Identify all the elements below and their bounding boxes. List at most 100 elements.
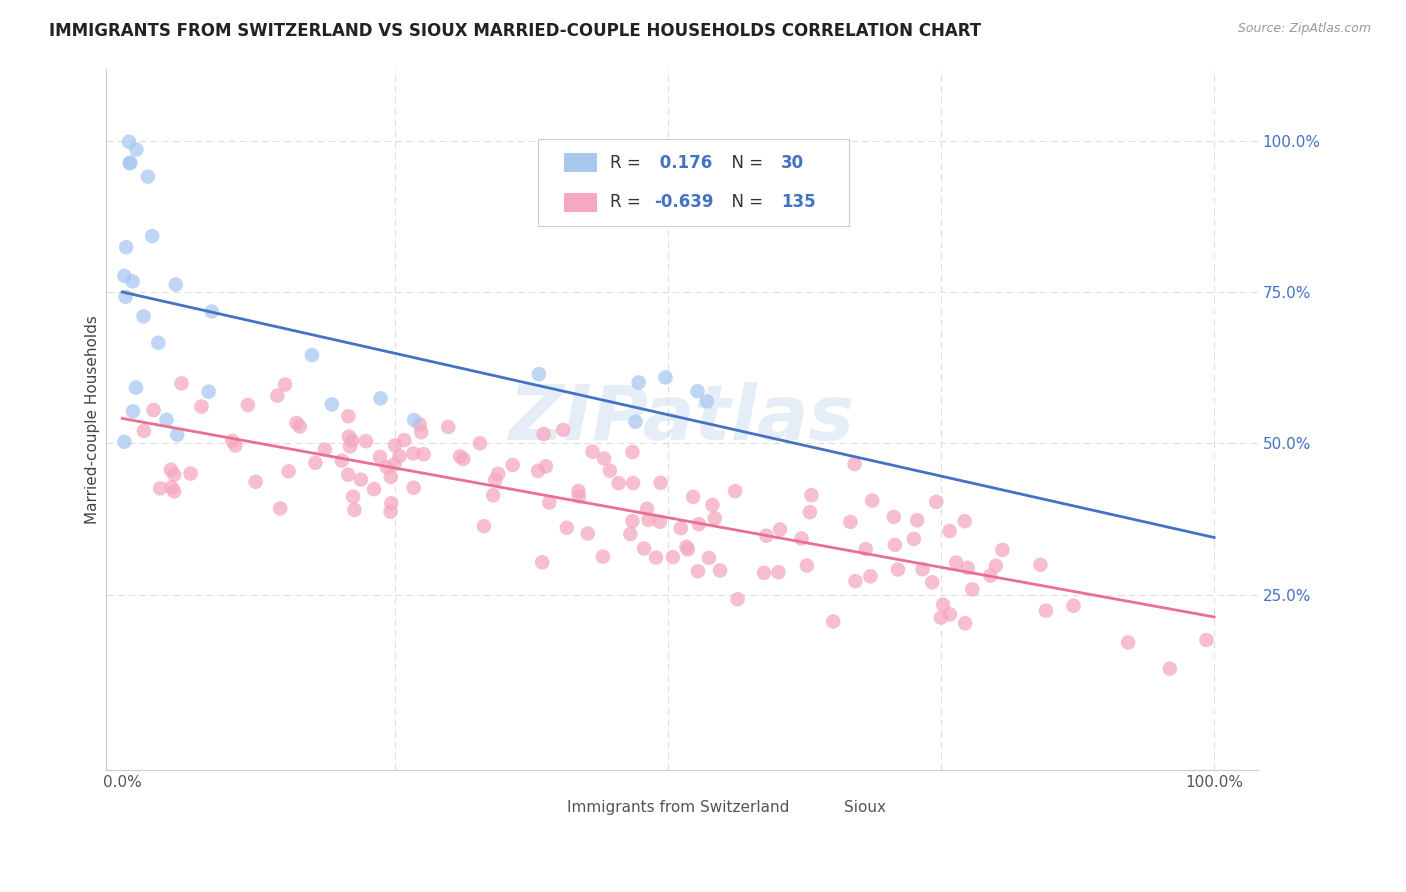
Point xyxy=(163,484,186,499)
Point xyxy=(115,240,138,254)
Point xyxy=(201,304,224,318)
Point xyxy=(160,480,183,494)
Point xyxy=(627,376,650,390)
Point xyxy=(484,473,506,487)
Point xyxy=(581,444,603,458)
Point xyxy=(285,416,308,430)
Point xyxy=(221,434,243,448)
Point xyxy=(148,335,170,350)
Point xyxy=(991,543,1014,558)
Text: Immigrants from Switzerland: Immigrants from Switzerland xyxy=(568,800,790,815)
Point xyxy=(472,519,495,533)
Point xyxy=(636,501,658,516)
Point xyxy=(592,549,614,564)
Point xyxy=(166,427,188,442)
Point xyxy=(624,415,647,429)
Point xyxy=(1195,633,1218,648)
Point xyxy=(155,413,177,427)
Point xyxy=(1159,662,1181,676)
Point xyxy=(468,436,491,450)
Point xyxy=(884,538,907,552)
Point xyxy=(682,490,704,504)
Point xyxy=(839,515,862,529)
Text: IMMIGRANTS FROM SWITZERLAND VS SIOUX MARRIED-COUPLE HOUSEHOLDS CORRELATION CHART: IMMIGRANTS FROM SWITZERLAND VS SIOUX MAR… xyxy=(49,22,981,40)
Point xyxy=(527,464,550,478)
Point xyxy=(343,503,366,517)
FancyBboxPatch shape xyxy=(564,153,596,172)
Point xyxy=(887,562,910,576)
Point xyxy=(125,381,148,395)
Point xyxy=(1063,599,1085,613)
Point xyxy=(938,524,960,538)
Point xyxy=(953,514,976,528)
Point xyxy=(342,434,364,448)
Point xyxy=(165,277,187,292)
Point xyxy=(409,417,432,432)
Point xyxy=(538,495,561,509)
Point xyxy=(768,565,790,579)
Point xyxy=(451,452,474,467)
Point xyxy=(304,456,326,470)
Y-axis label: Married-couple Households: Married-couple Households xyxy=(86,315,100,524)
Point xyxy=(662,550,685,565)
Point xyxy=(553,423,575,437)
Point xyxy=(125,143,148,157)
Point xyxy=(593,451,616,466)
Point xyxy=(330,453,353,467)
Point xyxy=(637,513,659,527)
Point xyxy=(370,392,392,406)
Point xyxy=(132,424,155,438)
Point xyxy=(527,368,550,382)
Point xyxy=(621,514,644,528)
Point xyxy=(112,434,135,449)
Point xyxy=(412,447,434,461)
Point xyxy=(855,542,877,557)
Point xyxy=(502,458,524,472)
Point xyxy=(277,464,299,478)
Point xyxy=(903,532,925,546)
Point xyxy=(141,229,163,244)
Point xyxy=(621,445,644,459)
Point xyxy=(576,526,599,541)
Point xyxy=(1029,558,1052,572)
Point xyxy=(752,566,775,580)
Point xyxy=(531,555,554,569)
Point xyxy=(911,562,934,576)
Point xyxy=(796,558,818,573)
Point xyxy=(800,488,823,502)
Point xyxy=(382,458,405,472)
Point xyxy=(979,568,1001,582)
Point xyxy=(859,569,882,583)
Point xyxy=(727,592,749,607)
Point xyxy=(769,523,792,537)
Point xyxy=(599,464,621,478)
Point xyxy=(136,169,159,184)
Point xyxy=(114,290,136,304)
Point xyxy=(170,376,193,391)
Point xyxy=(394,433,416,447)
Point xyxy=(675,540,697,554)
Point xyxy=(342,490,364,504)
Point xyxy=(686,384,709,399)
Point xyxy=(925,495,948,509)
Point xyxy=(696,394,718,409)
Text: R =: R = xyxy=(610,194,647,211)
Point xyxy=(648,515,671,529)
Point xyxy=(245,475,267,489)
Point xyxy=(697,551,720,566)
Point xyxy=(724,484,747,499)
Point xyxy=(534,459,557,474)
Point xyxy=(384,438,406,452)
Point xyxy=(607,476,630,491)
Point xyxy=(388,449,411,463)
Point xyxy=(905,513,928,527)
Text: N =: N = xyxy=(721,153,769,171)
Point xyxy=(122,404,145,418)
Point xyxy=(411,425,433,440)
Text: R =: R = xyxy=(610,153,647,171)
Point xyxy=(1035,604,1057,618)
Point xyxy=(350,473,373,487)
Point xyxy=(132,310,155,324)
Point xyxy=(686,564,709,578)
Point xyxy=(567,483,589,498)
